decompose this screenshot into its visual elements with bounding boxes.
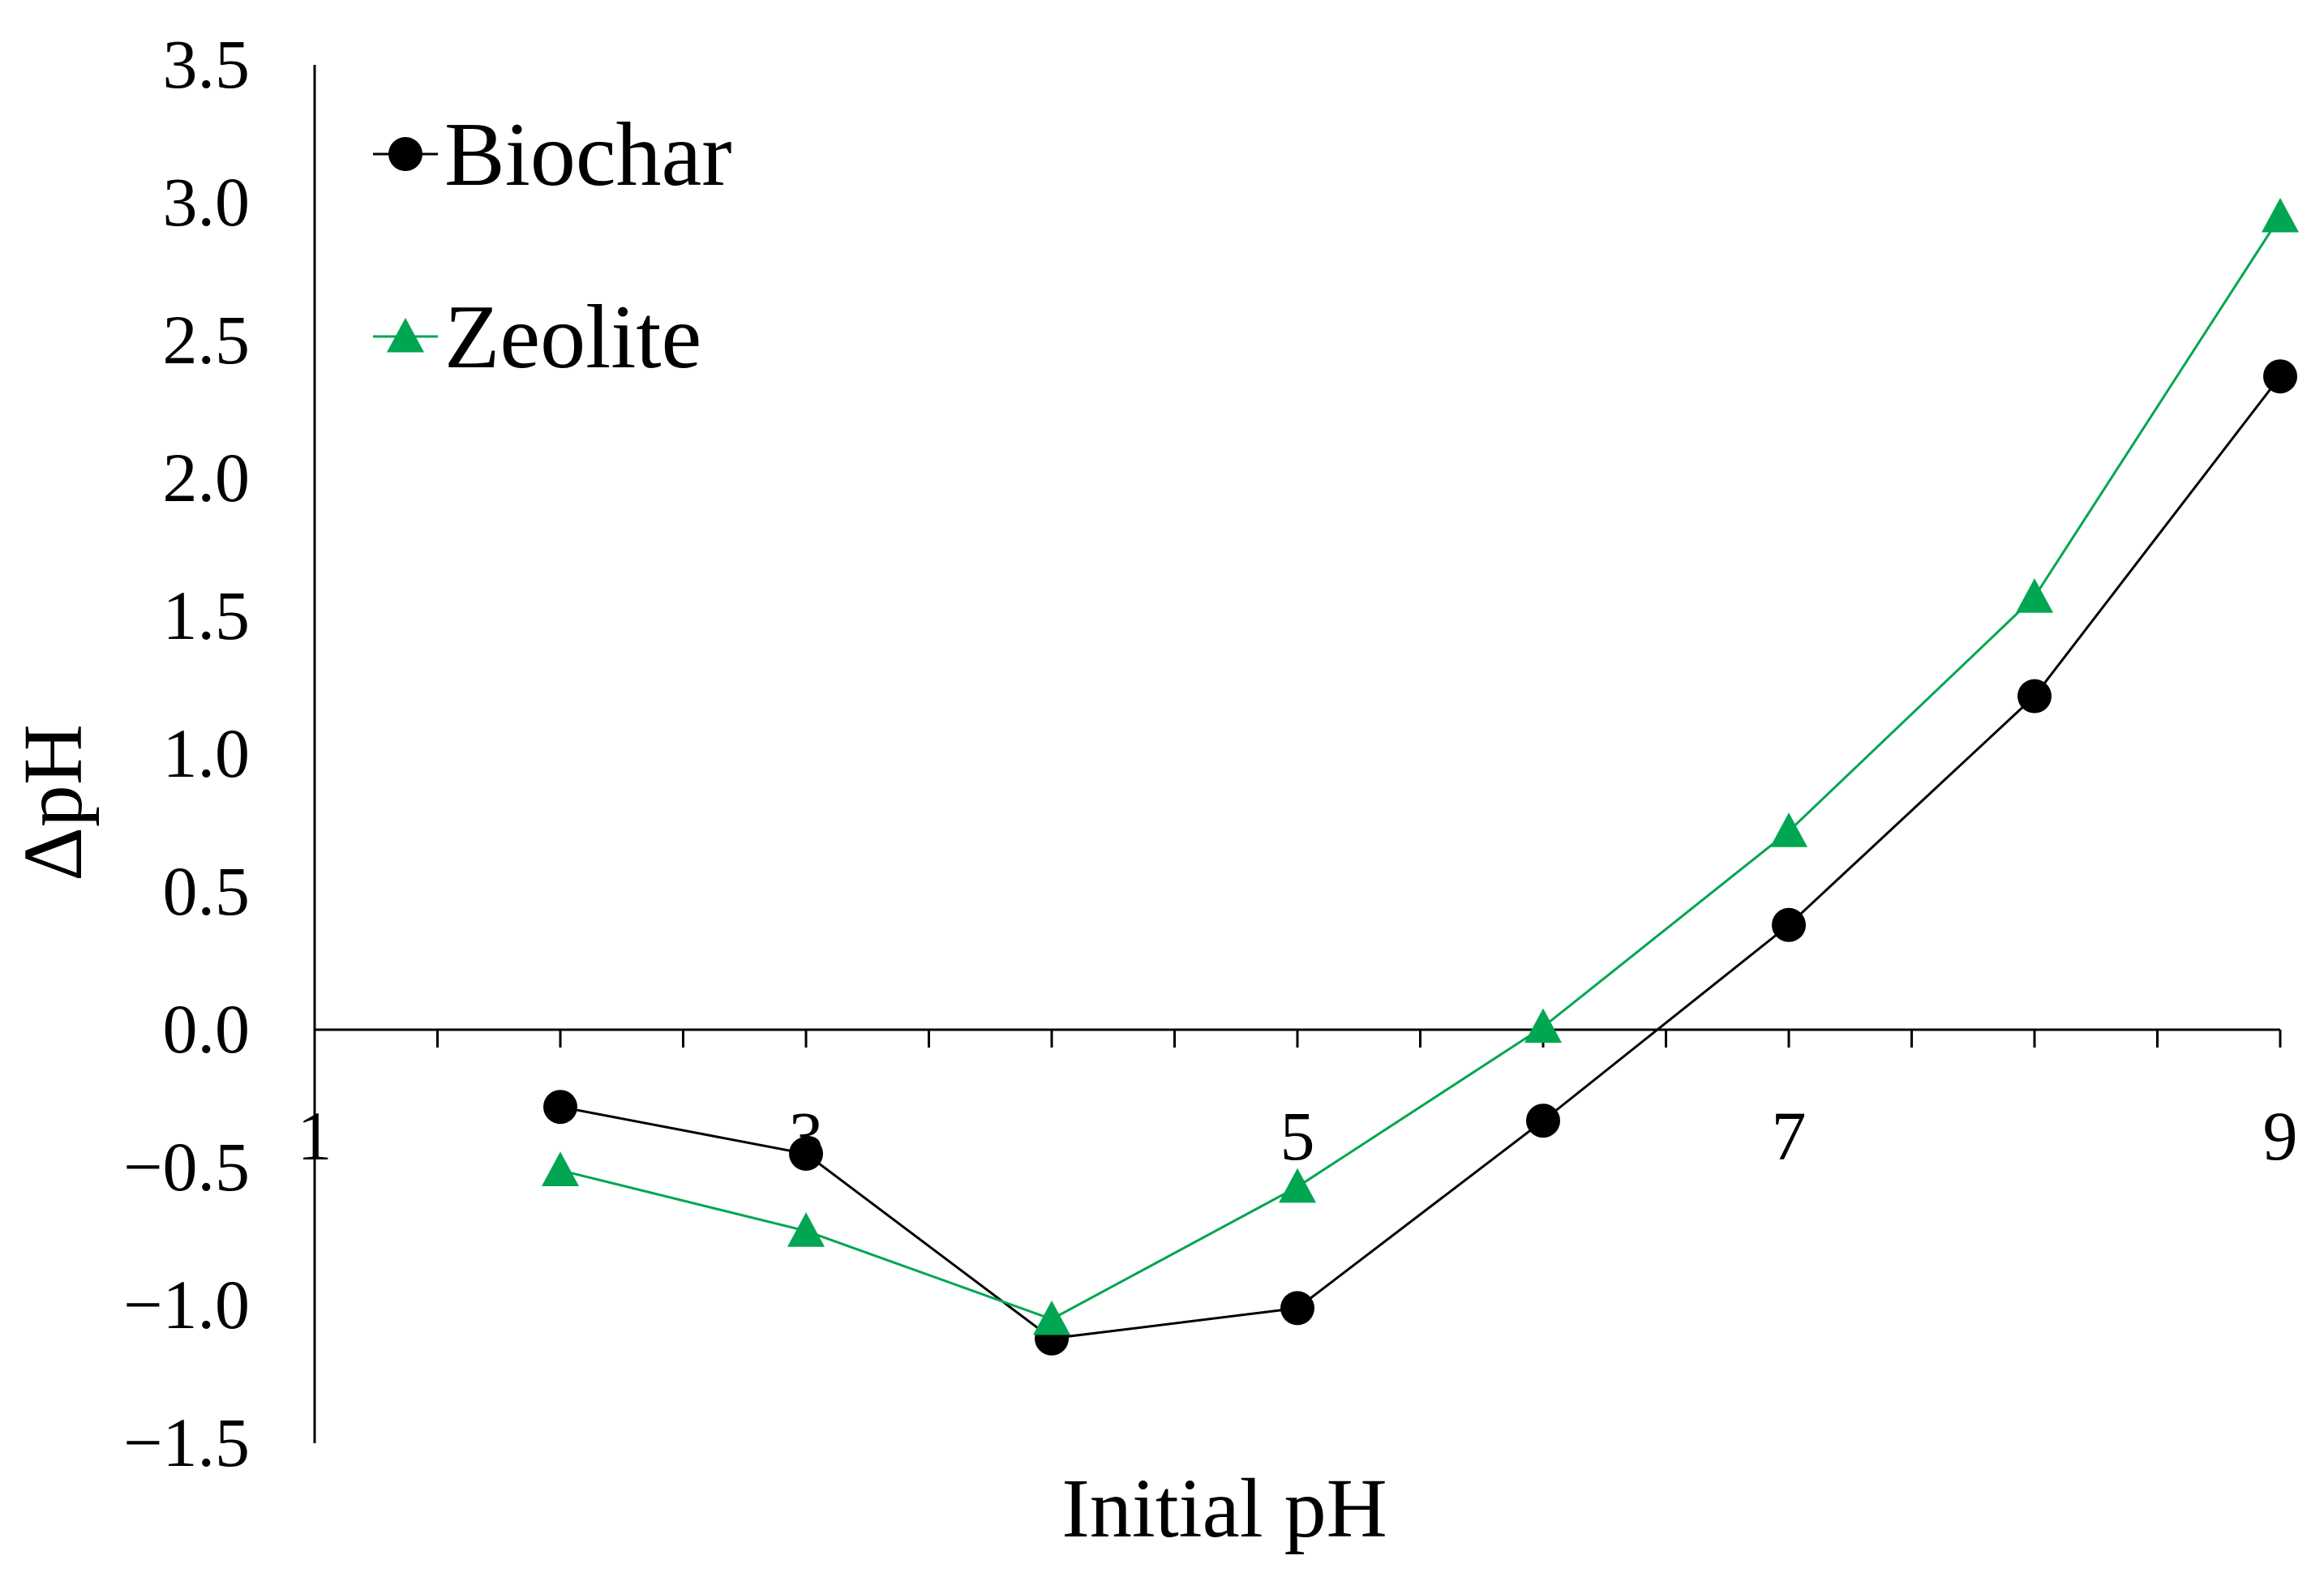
data-point-zeolite <box>2262 198 2299 233</box>
y-tick-label: 1.0 <box>163 714 251 792</box>
x-tick-label: 7 <box>1772 1097 1807 1175</box>
y-tick-label: 3.0 <box>163 163 251 241</box>
data-point-biochar <box>543 1090 577 1125</box>
legend-label-biochar: Biochar <box>444 105 732 205</box>
y-tick-label: −1.0 <box>123 1266 250 1343</box>
data-point-zeolite <box>1524 1008 1562 1043</box>
data-point-zeolite <box>1770 812 1807 847</box>
data-point-zeolite <box>787 1212 825 1247</box>
series-zeolite <box>542 198 2299 1335</box>
y-tick-label: 1.5 <box>163 576 251 654</box>
y-tick-label: 3.5 <box>163 25 251 103</box>
y-tick-label: 0.5 <box>163 852 251 930</box>
y-axis-title: ΔpH <box>6 724 100 881</box>
data-point-biochar <box>1280 1291 1314 1326</box>
data-point-biochar <box>1526 1103 1560 1138</box>
y-tick-label: 0.0 <box>163 990 251 1068</box>
legend-marker-zeolite <box>387 318 424 353</box>
x-tick-label: 5 <box>1280 1097 1315 1175</box>
y-tick-label: 2.0 <box>163 439 251 516</box>
y-tick-label: 2.5 <box>163 301 251 379</box>
legend: Biochar Zeolite <box>373 105 732 388</box>
y-axis: 3.5 3.0 2.5 2.0 1.5 1.0 0.5 0.0 −0.5 −1.0 −1.5 <box>123 25 316 1481</box>
series-layer <box>542 198 2299 1356</box>
data-point-biochar <box>789 1137 823 1171</box>
legend-marker-biochar <box>388 137 422 171</box>
legend-label-zeolite: Zeolite <box>444 287 701 388</box>
series-line-biochar <box>560 375 2282 1340</box>
y-tick-label: −0.5 <box>123 1128 250 1206</box>
data-point-biochar <box>1772 907 1806 942</box>
data-point-zeolite <box>542 1151 579 1186</box>
data-point-biochar <box>2263 359 2297 394</box>
data-point-zeolite <box>2016 578 2053 613</box>
data-point-biochar <box>2017 679 2052 714</box>
legend-item-biochar: Biochar <box>373 105 732 205</box>
legend-item-zeolite: Zeolite <box>373 287 701 388</box>
series-line-zeolite <box>560 216 2282 1321</box>
data-point-zeolite <box>1033 1301 1070 1335</box>
y-tick-label: −1.5 <box>123 1403 250 1481</box>
x-axis-title: Initial pH <box>1061 1462 1387 1555</box>
x-tick-label: 1 <box>298 1097 332 1175</box>
data-point-zeolite <box>1279 1168 1316 1203</box>
series-biochar <box>543 359 2297 1356</box>
x-tick-label: 9 <box>2263 1097 2298 1175</box>
